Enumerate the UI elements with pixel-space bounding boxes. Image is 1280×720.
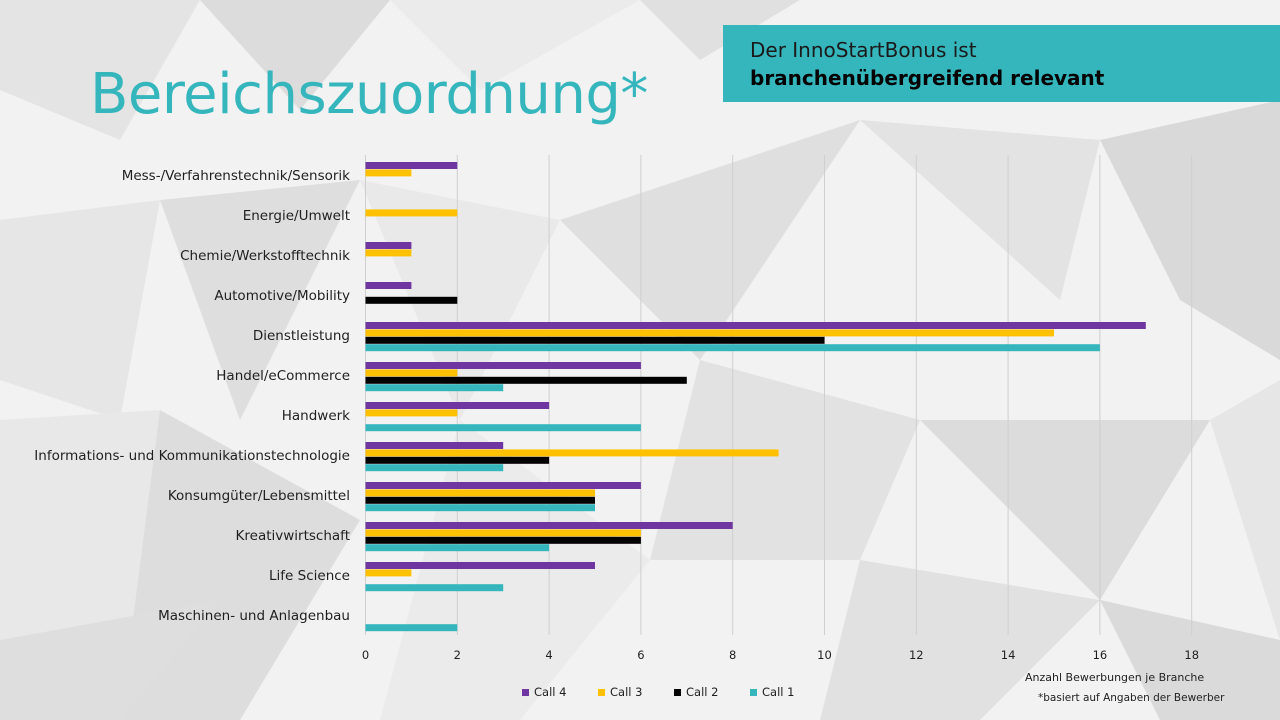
- legend-swatch: [522, 688, 529, 696]
- legend-label: Call 3: [610, 685, 643, 699]
- x-axis-label: Anzahl Bewerbungen je Branche: [1025, 671, 1205, 684]
- bar-call-2: [365, 496, 595, 504]
- category-label: Handel/eCommerce: [216, 368, 350, 384]
- x-tick-label: 14: [1001, 648, 1016, 662]
- x-tick-label: 6: [637, 648, 644, 662]
- bar-call-3: [365, 449, 779, 457]
- bar-call-4: [365, 242, 412, 249]
- bar-call-3: [365, 369, 458, 377]
- category-label: Dienstleistung: [253, 328, 350, 344]
- x-tick-label: 0: [362, 648, 369, 662]
- bar-call-1: [365, 424, 641, 432]
- bar-call-3: [365, 489, 595, 497]
- category-label: Handwerk: [282, 408, 350, 424]
- bar-call-4: [365, 482, 641, 489]
- legend-item: Call 3: [598, 685, 674, 699]
- bar-call-1: [365, 504, 595, 512]
- legend-label: Call 1: [762, 685, 795, 699]
- bar-call-3: [365, 569, 412, 577]
- legend-swatch: [750, 688, 757, 696]
- bar-call-3: [365, 409, 458, 417]
- bar-call-1: [365, 384, 504, 392]
- bar-call-3: [365, 169, 412, 177]
- x-tick-label: 16: [1093, 648, 1108, 662]
- bar-call-2: [365, 376, 687, 384]
- bar-call-1: [365, 584, 504, 592]
- callout-line-2: branchenübergreifend relevant: [750, 66, 1105, 90]
- category-label: Energie/Umwelt: [243, 208, 350, 224]
- bar-call-1: [365, 464, 504, 472]
- footnote: *basiert auf Angaben der Bewerber: [1038, 692, 1225, 704]
- bar-call-4: [365, 522, 733, 529]
- x-tick-label: 12: [909, 648, 924, 662]
- x-tick-label: 10: [817, 648, 832, 662]
- x-tick-label: 2: [454, 648, 461, 662]
- x-tick-label: 18: [1184, 648, 1199, 662]
- callout-box: Der InnoStartBonus ist branchenübergreif…: [723, 25, 1280, 102]
- bar-call-1: [365, 344, 1100, 352]
- bar-call-3: [365, 329, 1054, 337]
- category-label: Chemie/Werkstofftechnik: [180, 248, 350, 264]
- bar-call-4: [365, 562, 595, 569]
- category-label: Life Science: [269, 568, 350, 584]
- bar-call-4: [365, 402, 550, 409]
- bar-call-2: [365, 456, 550, 464]
- legend-swatch: [674, 688, 681, 696]
- category-label: Kreativwirtschaft: [236, 528, 350, 544]
- page-title: Bereichszuordnung*: [90, 62, 648, 127]
- legend-label: Call 4: [534, 685, 567, 699]
- bar-call-1: [365, 624, 458, 632]
- bar-call-3: [365, 209, 458, 217]
- category-label: Maschinen- und Anlagenbau: [158, 608, 350, 624]
- bar-call-4: [365, 442, 504, 449]
- bar-call-4: [365, 362, 641, 369]
- bar-call-1: [365, 544, 550, 552]
- bar-call-4: [365, 162, 458, 169]
- category-label: Mess-/Verfahrenstechnik/Sensorik: [122, 168, 350, 184]
- category-label: Konsumgüter/Lebensmittel: [168, 488, 350, 504]
- bar-call-3: [365, 529, 641, 537]
- callout-line-1: Der InnoStartBonus ist: [750, 38, 977, 62]
- bar-call-4: [365, 322, 1146, 329]
- x-tick-label: 4: [545, 648, 552, 662]
- category-label: Automotive/Mobility: [214, 288, 350, 304]
- bar-call-2: [365, 536, 641, 544]
- legend-item: Call 2: [674, 685, 750, 699]
- chart-legend: Call 4 Call 3 Call 2 Call 1: [522, 685, 826, 699]
- bar-call-3: [365, 249, 412, 257]
- bar-call-2: [365, 336, 825, 344]
- category-label: Informations- und Kommunikationstechnolo…: [34, 448, 350, 464]
- legend-swatch: [598, 688, 605, 696]
- legend-item: Call 4: [522, 685, 598, 699]
- x-tick-label: 8: [729, 648, 736, 662]
- legend-item: Call 1: [750, 685, 826, 699]
- bar-call-2: [365, 296, 458, 304]
- bar-call-4: [365, 282, 412, 289]
- legend-label: Call 2: [686, 685, 719, 699]
